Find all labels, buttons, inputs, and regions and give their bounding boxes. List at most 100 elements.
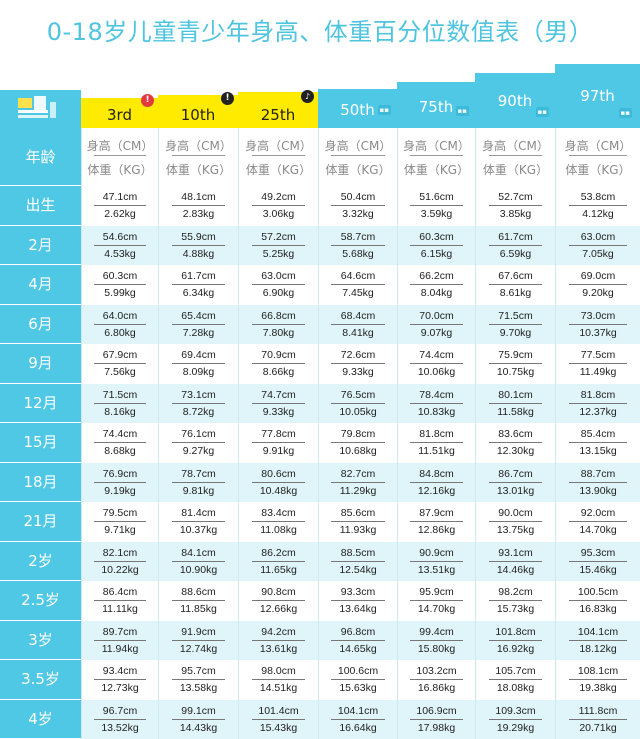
value-cell: 82.7cm 11.29kg: [318, 462, 397, 502]
value-cell: 82.1cm 10.22kg: [81, 541, 158, 581]
divider: [251, 639, 306, 641]
weight-value: 12.74kg: [179, 642, 218, 655]
height-value: 86.7cm: [498, 467, 533, 480]
unit-header-cell: 身高（CM） 体重（KG）: [158, 128, 238, 186]
weight-value: 7.56kg: [104, 366, 136, 378]
value-cell: 89.7cm 11.94kg: [81, 620, 158, 660]
weight-unit-label: 体重（KG）: [325, 163, 391, 177]
value-cell: 84.1cm 10.90kg: [158, 541, 238, 581]
divider: [331, 521, 385, 522]
divider: [488, 155, 543, 156]
weight-value: 6.90kg: [262, 287, 295, 299]
value-cell: 90.8cm 12.66kg: [238, 581, 318, 621]
value-cell: 91.9cm 12.74kg: [158, 620, 238, 660]
height-value: 109.3cm: [495, 704, 536, 717]
table-row: 86.4cm 11.11kg 88.6cm 11.85kg 90.8cm 12.66kg 9…: [81, 581, 640, 621]
value-cell: 109.3cm 19.29kg: [475, 699, 555, 739]
age-cell: 9月: [0, 344, 81, 384]
value-cell: 111.8cm 20.71kg: [555, 699, 640, 739]
height-value: 96.8cm: [340, 625, 376, 638]
height-value: 68.4cm: [340, 309, 376, 322]
divider: [94, 402, 146, 404]
value-cell: 77.5cm 11.49kg: [555, 344, 640, 384]
weight-value: 6.59kg: [499, 247, 532, 260]
value-cell: 85.6cm 11.93kg: [318, 502, 397, 542]
divider: [251, 600, 306, 601]
divider: [410, 521, 463, 522]
percentile-label: 3rd: [107, 106, 132, 124]
height-value: 81.4cm: [181, 507, 216, 519]
weight-value: 11.58kg: [497, 405, 534, 418]
divider: [488, 481, 543, 483]
weight-value: 10.06kg: [417, 366, 456, 378]
value-cell: 61.7cm 6.34kg: [158, 265, 238, 305]
value-cell: 105.7cm 18.08kg: [475, 660, 555, 700]
height-value: 48.1cm: [181, 191, 216, 203]
value-cell: 93.1cm 14.46kg: [475, 541, 555, 581]
table-row: 79.5cm 9.71kg 81.4cm 10.37kg 83.4cm 11.08kg 85…: [81, 502, 640, 542]
divider: [331, 323, 385, 325]
height-value: 93.1cm: [498, 546, 533, 559]
value-cell: 65.4cm 7.28kg: [158, 304, 238, 344]
value-cell: 92.0cm 14.70kg: [555, 502, 640, 542]
height-unit-label: 身高（CM）: [482, 139, 549, 153]
value-cell: 95.7cm 13.58kg: [158, 660, 238, 700]
height-unit-label: 身高（CM）: [165, 139, 232, 153]
height-unit-label: 身高（CM）: [403, 139, 470, 153]
percentile-label: 97th: [580, 87, 615, 105]
value-cell: 79.8cm 10.68kg: [318, 423, 397, 463]
weight-value: 9.27kg: [182, 445, 215, 457]
page-title: 0-18岁儿童青少年身高、体重百分位数值表（男）: [46, 18, 594, 46]
height-value: 90.9cm: [419, 546, 454, 559]
weight-value: 11.94kg: [101, 642, 139, 655]
height-value: 60.3cm: [102, 270, 138, 282]
height-value: 67.9cm: [102, 349, 138, 361]
value-cell: 93.4cm 12.73kg: [81, 660, 158, 700]
divider: [569, 481, 627, 483]
divider: [410, 639, 463, 641]
height-value: 63.0cm: [261, 270, 296, 282]
value-cell: 63.0cm 7.05kg: [555, 225, 640, 265]
divider: [251, 363, 306, 364]
value-cell: 78.4cm 10.83kg: [397, 383, 475, 423]
divider: [488, 600, 543, 601]
value-cell: 73.1cm 8.72kg: [158, 383, 238, 423]
divider: [569, 679, 627, 680]
height-value: 87.9cm: [419, 507, 454, 519]
height-value: 52.7cm: [498, 191, 533, 203]
height-value: 57.2cm: [261, 230, 296, 243]
divider: [171, 521, 226, 522]
height-value: 76.1cm: [181, 428, 216, 440]
value-cell: 108.1cm 19.38kg: [555, 660, 640, 700]
weight-value: 13.01kg: [496, 484, 535, 497]
divider: [251, 481, 306, 483]
age-cell: 出生: [0, 186, 81, 226]
height-value: 94.2cm: [261, 625, 296, 638]
tag-icon: ▪▪: [618, 108, 632, 118]
divider: [94, 639, 146, 641]
height-value: 49.2cm: [261, 191, 296, 203]
table-row: 71.5cm 8.16kg 73.1cm 8.72kg 74.7cm 9.33kg 76.5…: [81, 383, 640, 423]
weight-value: 19.29kg: [496, 721, 535, 734]
divider: [331, 402, 385, 404]
divider: [488, 442, 543, 443]
height-value: 95.3cm: [580, 546, 616, 559]
weight-value: 14.46kg: [496, 563, 535, 576]
height-unit-label: 身高（CM）: [86, 139, 154, 153]
divider: [488, 244, 543, 246]
value-cell: 63.0cm 6.90kg: [238, 265, 318, 305]
height-unit-label: 身高（CM）: [564, 139, 632, 153]
value-cell: 71.5cm 9.70kg: [475, 304, 555, 344]
age-cell: 15月: [0, 423, 81, 463]
value-cell: 81.8cm 12.37kg: [555, 383, 640, 423]
divider: [488, 521, 543, 522]
divider: [251, 560, 306, 562]
value-cell: 100.6cm 15.63kg: [318, 660, 397, 700]
height-value: 76.9cm: [102, 467, 138, 480]
header-corner: [0, 90, 81, 128]
weight-value: 15.46kg: [579, 563, 617, 576]
weight-value: 7.80kg: [262, 326, 295, 339]
divider: [171, 155, 226, 156]
weight-value: 3.59kg: [420, 208, 453, 220]
value-cell: 103.2cm 16.86kg: [397, 660, 475, 700]
